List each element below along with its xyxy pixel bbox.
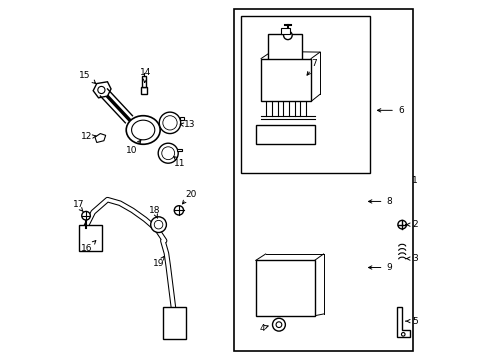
Text: 6: 6 bbox=[398, 106, 404, 115]
Bar bbox=[256, 125, 315, 144]
Text: 11: 11 bbox=[174, 159, 186, 168]
Bar bbox=[141, 87, 147, 94]
Text: 20: 20 bbox=[185, 190, 196, 199]
Polygon shape bbox=[93, 82, 111, 98]
Polygon shape bbox=[95, 134, 106, 143]
Text: 12: 12 bbox=[81, 132, 93, 141]
Text: 16: 16 bbox=[81, 244, 93, 253]
Text: 3: 3 bbox=[412, 254, 417, 263]
Circle shape bbox=[284, 31, 292, 40]
Circle shape bbox=[174, 206, 184, 215]
Bar bbox=[268, 33, 302, 60]
Text: 18: 18 bbox=[149, 206, 161, 215]
Bar bbox=[242, 16, 370, 173]
Bar bbox=[281, 28, 290, 33]
Text: 8: 8 bbox=[387, 197, 392, 206]
Bar bbox=[180, 117, 184, 120]
Circle shape bbox=[82, 211, 90, 220]
Bar bbox=[256, 260, 315, 316]
Bar bbox=[177, 149, 182, 152]
Circle shape bbox=[162, 147, 174, 159]
Text: 5: 5 bbox=[412, 316, 417, 325]
Circle shape bbox=[398, 220, 407, 229]
Circle shape bbox=[401, 333, 405, 336]
Circle shape bbox=[276, 322, 282, 328]
Circle shape bbox=[158, 143, 178, 163]
Text: 13: 13 bbox=[184, 120, 196, 129]
Text: 15: 15 bbox=[79, 71, 91, 80]
Circle shape bbox=[98, 86, 105, 94]
Text: 10: 10 bbox=[126, 146, 138, 155]
Text: 14: 14 bbox=[140, 68, 151, 77]
Bar bbox=[79, 225, 102, 251]
Text: 17: 17 bbox=[73, 200, 85, 209]
Text: 1: 1 bbox=[412, 176, 417, 185]
Polygon shape bbox=[397, 307, 410, 337]
Bar bbox=[234, 9, 413, 351]
Text: 7: 7 bbox=[311, 59, 317, 68]
Bar bbox=[163, 307, 186, 339]
Circle shape bbox=[151, 217, 167, 233]
Ellipse shape bbox=[132, 120, 155, 140]
Circle shape bbox=[159, 112, 181, 134]
Bar bbox=[261, 59, 311, 102]
Circle shape bbox=[154, 220, 163, 229]
Bar bbox=[142, 76, 146, 87]
Text: 4: 4 bbox=[259, 324, 265, 333]
Text: 2: 2 bbox=[412, 220, 417, 229]
Circle shape bbox=[272, 318, 285, 331]
Circle shape bbox=[163, 116, 177, 130]
Text: 9: 9 bbox=[387, 263, 392, 272]
Text: 19: 19 bbox=[153, 260, 164, 269]
Ellipse shape bbox=[126, 116, 160, 144]
